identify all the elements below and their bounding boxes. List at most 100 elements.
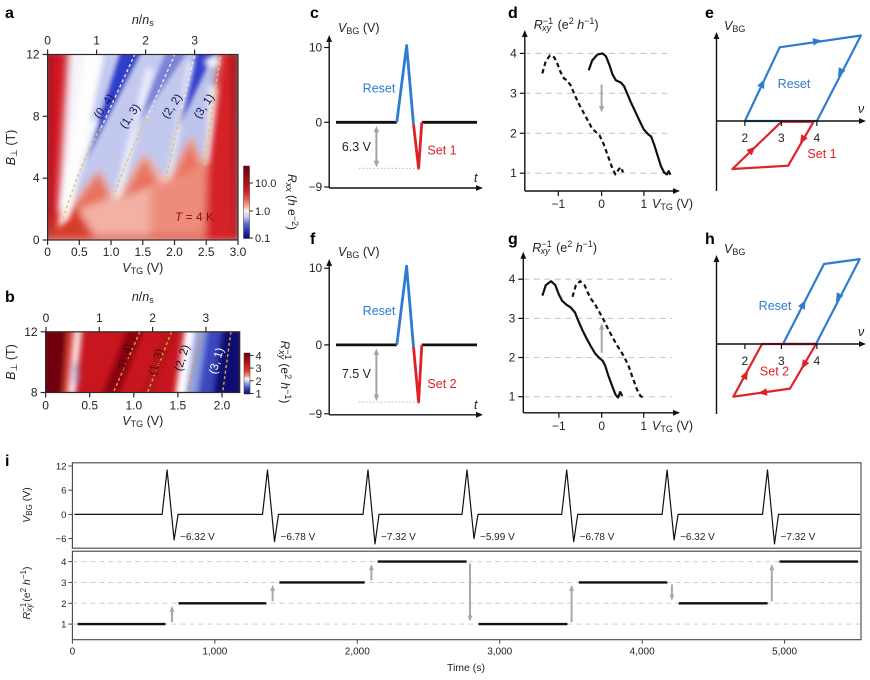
svg-text:R−1xy (e2 h−1): R−1xy (e2 h−1) bbox=[277, 341, 293, 404]
svg-text:t: t bbox=[474, 398, 478, 412]
svg-text:2: 2 bbox=[61, 599, 66, 610]
svg-text:Set 2: Set 2 bbox=[427, 377, 456, 391]
svg-text:−6.78 V: −6.78 V bbox=[580, 532, 615, 543]
svg-text:VBG (V): VBG (V) bbox=[338, 245, 380, 260]
svg-text:3,000: 3,000 bbox=[487, 647, 512, 658]
svg-text:b: b bbox=[5, 289, 15, 306]
svg-text:1: 1 bbox=[96, 311, 103, 325]
svg-text:3: 3 bbox=[256, 363, 262, 375]
svg-text:0: 0 bbox=[316, 115, 323, 129]
svg-text:ν: ν bbox=[858, 325, 865, 339]
svg-text:1.0: 1.0 bbox=[255, 206, 270, 218]
svg-text:1.5: 1.5 bbox=[134, 245, 151, 259]
svg-text:h: h bbox=[705, 231, 715, 248]
svg-text:1: 1 bbox=[93, 34, 100, 48]
svg-text:0: 0 bbox=[598, 419, 605, 433]
svg-text:6: 6 bbox=[61, 486, 66, 497]
svg-text:2: 2 bbox=[256, 376, 262, 388]
svg-text:Set 2: Set 2 bbox=[760, 365, 789, 379]
svg-text:3: 3 bbox=[203, 311, 210, 325]
svg-text:Reset: Reset bbox=[759, 299, 792, 313]
svg-text:2: 2 bbox=[509, 351, 516, 365]
svg-text:2.0: 2.0 bbox=[214, 399, 231, 413]
svg-text:VBG: VBG bbox=[724, 19, 745, 34]
svg-text:Set 1: Set 1 bbox=[427, 143, 456, 157]
svg-text:4: 4 bbox=[61, 557, 66, 568]
svg-text:a: a bbox=[5, 5, 14, 22]
svg-text:1: 1 bbox=[641, 197, 648, 211]
svg-text:VTG (V): VTG (V) bbox=[652, 197, 693, 212]
svg-text:12: 12 bbox=[56, 462, 67, 473]
svg-text:−7.32 V: −7.32 V bbox=[781, 532, 816, 543]
svg-text:R−1xy (e2 h−1): R−1xy (e2 h−1) bbox=[534, 16, 599, 33]
svg-text:Reset: Reset bbox=[363, 304, 396, 318]
svg-text:−6.32 V: −6.32 V bbox=[180, 532, 215, 543]
svg-text:c: c bbox=[310, 5, 319, 22]
svg-text:R−1xy (e2 h−1): R−1xy (e2 h−1) bbox=[532, 239, 597, 256]
svg-text:n/ns: n/ns bbox=[132, 290, 154, 305]
svg-text:0: 0 bbox=[598, 197, 605, 211]
svg-text:4: 4 bbox=[814, 354, 821, 368]
svg-text:VTG (V): VTG (V) bbox=[652, 419, 693, 434]
svg-text:12: 12 bbox=[26, 48, 40, 62]
svg-text:VTG (V): VTG (V) bbox=[122, 261, 163, 276]
svg-text:VBG: VBG bbox=[724, 242, 745, 257]
svg-text:−7.32 V: −7.32 V bbox=[381, 532, 416, 543]
svg-text:8: 8 bbox=[33, 109, 40, 123]
svg-text:12: 12 bbox=[24, 325, 38, 339]
svg-text:n/ns: n/ns bbox=[132, 13, 154, 28]
svg-text:2.5: 2.5 bbox=[198, 245, 215, 259]
svg-text:ν: ν bbox=[858, 102, 865, 116]
svg-text:d: d bbox=[508, 5, 518, 22]
svg-text:0: 0 bbox=[316, 338, 323, 352]
svg-text:10.0: 10.0 bbox=[255, 178, 276, 190]
svg-text:2.0: 2.0 bbox=[166, 245, 183, 259]
svg-text:1: 1 bbox=[510, 166, 517, 180]
svg-text:4: 4 bbox=[256, 350, 262, 362]
svg-text:3: 3 bbox=[778, 131, 785, 145]
svg-text:−5.99 V: −5.99 V bbox=[480, 532, 515, 543]
svg-text:0.5: 0.5 bbox=[71, 245, 88, 259]
svg-text:1: 1 bbox=[640, 419, 647, 433]
svg-text:2: 2 bbox=[142, 34, 149, 48]
svg-text:8: 8 bbox=[31, 386, 38, 400]
svg-text:i: i bbox=[5, 453, 9, 470]
svg-text:3: 3 bbox=[778, 354, 785, 368]
svg-text:3: 3 bbox=[61, 578, 66, 589]
svg-text:10: 10 bbox=[309, 261, 323, 275]
svg-text:2: 2 bbox=[510, 126, 517, 140]
svg-text:6.3 V: 6.3 V bbox=[342, 140, 372, 154]
svg-text:0: 0 bbox=[44, 34, 51, 48]
svg-text:−6.32 V: −6.32 V bbox=[680, 532, 715, 543]
svg-text:0: 0 bbox=[61, 510, 66, 521]
svg-text:f: f bbox=[310, 231, 316, 248]
svg-text:−1: −1 bbox=[551, 197, 565, 211]
svg-text:t: t bbox=[474, 171, 478, 185]
svg-text:4: 4 bbox=[33, 171, 40, 185]
svg-text:B⊥ (T): B⊥ (T) bbox=[4, 130, 19, 166]
svg-text:g: g bbox=[508, 231, 518, 248]
svg-text:0: 0 bbox=[70, 647, 76, 658]
svg-text:Set 1: Set 1 bbox=[807, 147, 836, 161]
svg-text:2,000: 2,000 bbox=[345, 647, 370, 658]
svg-text:1: 1 bbox=[61, 620, 66, 631]
svg-text:3: 3 bbox=[510, 86, 517, 100]
svg-text:7.5 V: 7.5 V bbox=[342, 367, 372, 381]
svg-text:0: 0 bbox=[44, 245, 51, 259]
svg-text:0: 0 bbox=[43, 311, 50, 325]
svg-text:1: 1 bbox=[509, 390, 516, 404]
svg-text:4,000: 4,000 bbox=[630, 647, 655, 658]
svg-text:3.0: 3.0 bbox=[230, 245, 247, 259]
svg-text:VBG (V): VBG (V) bbox=[21, 487, 34, 523]
svg-text:0.1: 0.1 bbox=[255, 233, 270, 245]
svg-text:3: 3 bbox=[509, 311, 516, 325]
svg-text:−1: −1 bbox=[552, 419, 566, 433]
svg-text:4: 4 bbox=[509, 272, 516, 286]
svg-text:1.0: 1.0 bbox=[103, 245, 120, 259]
svg-text:1: 1 bbox=[256, 389, 262, 401]
svg-text:−9: −9 bbox=[309, 407, 323, 421]
svg-text:T = 4 K: T = 4 K bbox=[175, 210, 214, 224]
svg-text:1,000: 1,000 bbox=[202, 647, 227, 658]
svg-text:2: 2 bbox=[149, 311, 156, 325]
svg-text:2: 2 bbox=[742, 131, 749, 145]
